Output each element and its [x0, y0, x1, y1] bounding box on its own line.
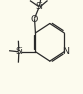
Text: O: O — [31, 15, 38, 24]
Text: Si: Si — [15, 47, 23, 56]
Text: N: N — [62, 47, 69, 56]
Text: Si: Si — [36, 2, 43, 11]
